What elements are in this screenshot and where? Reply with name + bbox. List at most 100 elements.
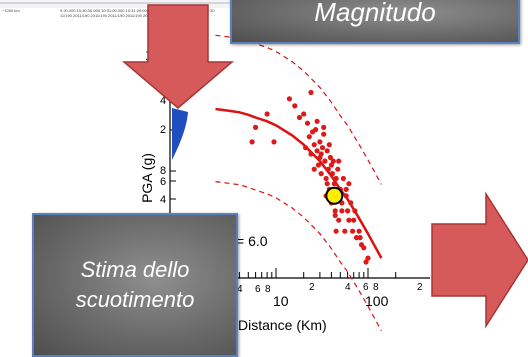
data-point — [326, 142, 332, 148]
y-tick-label: 4 — [160, 95, 166, 107]
strip-left-label: ~1000 km — [2, 8, 20, 13]
pga-distribution-shape — [172, 108, 188, 160]
data-point — [329, 171, 335, 177]
x-major-tick-label: 10 — [273, 293, 289, 309]
data-point — [356, 228, 362, 234]
stima-line-2: scuotimento — [75, 287, 195, 312]
data-point — [286, 96, 292, 102]
data-point — [318, 171, 324, 177]
data-point — [343, 193, 349, 199]
data-point — [303, 145, 309, 151]
data-point — [292, 103, 298, 109]
y-tick-label: 8 — [160, 165, 166, 177]
data-point — [324, 148, 330, 154]
data-point — [342, 228, 348, 234]
magnitudo-label: Magnitudo — [314, 0, 436, 27]
data-point — [311, 166, 317, 172]
x-axis-label: Distance (Km) — [238, 317, 327, 333]
right-arrow — [431, 191, 528, 329]
data-point — [335, 166, 341, 172]
data-point — [333, 228, 339, 234]
stima-scuotimento-box: Stima dello scuotimento — [32, 213, 238, 357]
data-point — [346, 217, 352, 223]
data-point — [314, 118, 320, 124]
data-point — [332, 212, 338, 218]
data-point — [308, 89, 314, 96]
data-point — [249, 139, 255, 145]
x-major-tick-label: 100 — [365, 293, 389, 309]
data-point — [321, 131, 327, 137]
data-point — [330, 158, 336, 164]
lower-bound-curve — [215, 181, 382, 331]
data-point — [319, 145, 326, 151]
data-point — [321, 124, 327, 130]
data-point — [271, 139, 277, 145]
data-point — [306, 134, 312, 140]
data-point — [346, 181, 352, 187]
x-minor-tick-label: 2 — [417, 282, 423, 293]
data-point — [340, 175, 346, 182]
data-point — [324, 181, 330, 187]
data-point — [350, 228, 356, 234]
data-point — [325, 166, 331, 172]
data-point — [351, 217, 357, 223]
data-point — [318, 151, 324, 157]
data-point — [352, 208, 358, 214]
data-point — [323, 175, 329, 182]
data-point — [296, 114, 303, 121]
data-point — [336, 217, 342, 223]
y-tick-label: 4 — [160, 194, 166, 206]
strip-times: 9.20.000 10:30:30.000 10:31:00.000 10:31… — [60, 8, 215, 13]
x-tick-marks — [238, 268, 397, 278]
magnitude-label: = 6.0 — [236, 233, 268, 249]
seismogram-strip: ~1000 km 9.20.000 10:30:30.000 10:31:00.… — [0, 0, 240, 18]
data-point — [348, 200, 354, 206]
data-point — [317, 139, 323, 145]
data-point — [328, 162, 334, 168]
data-point — [322, 158, 328, 164]
strip-dates: 11/190 2011/190 2011/190 2011/190 2011/1… — [60, 13, 170, 18]
upper-bound-curve — [215, 34, 382, 185]
data-point — [314, 148, 320, 154]
stima-line-1: Stima dello — [80, 257, 190, 282]
x-minor-tick-label: 4 — [237, 284, 243, 295]
x-minor-tick-label: 4 — [345, 282, 351, 293]
data-point — [253, 124, 259, 130]
data-point — [327, 154, 333, 161]
data-point — [311, 142, 317, 148]
highlighted-station-marker — [325, 186, 344, 205]
data-point — [353, 235, 360, 241]
data-point — [304, 120, 311, 126]
y-tick-label: 2 — [160, 124, 166, 136]
data-point — [343, 186, 349, 192]
down-arrow — [121, 4, 235, 109]
data-point — [313, 127, 319, 133]
y-axis-label: PGA (g) — [139, 153, 155, 203]
data-point — [361, 245, 367, 251]
data-point — [315, 162, 322, 168]
x-minor-tick-label: 2 — [309, 282, 315, 293]
x-minor-tick-label: 6 — [363, 282, 369, 293]
data-point — [365, 255, 371, 261]
magnitudo-box: Magnitudo — [230, 0, 520, 44]
x-minor-tick-label: 8 — [265, 284, 271, 295]
data-point — [264, 111, 270, 117]
data-points — [249, 89, 371, 265]
stima-text: Stima dello scuotimento — [76, 255, 195, 315]
data-point — [333, 175, 339, 182]
median-attenuation-curve — [215, 107, 383, 259]
x-minor-tick-label: 6 — [255, 284, 261, 295]
data-point — [339, 208, 345, 214]
data-point — [357, 235, 363, 241]
data-point — [331, 181, 337, 187]
strip-background — [0, 0, 240, 8]
data-point — [345, 208, 351, 214]
data-point — [308, 151, 314, 157]
data-point — [363, 259, 369, 265]
data-point — [336, 158, 342, 164]
y-tick-label: 6 — [160, 176, 166, 188]
data-point — [332, 208, 338, 214]
x-minor-tick-label: 8 — [373, 282, 379, 293]
data-point — [301, 111, 307, 117]
